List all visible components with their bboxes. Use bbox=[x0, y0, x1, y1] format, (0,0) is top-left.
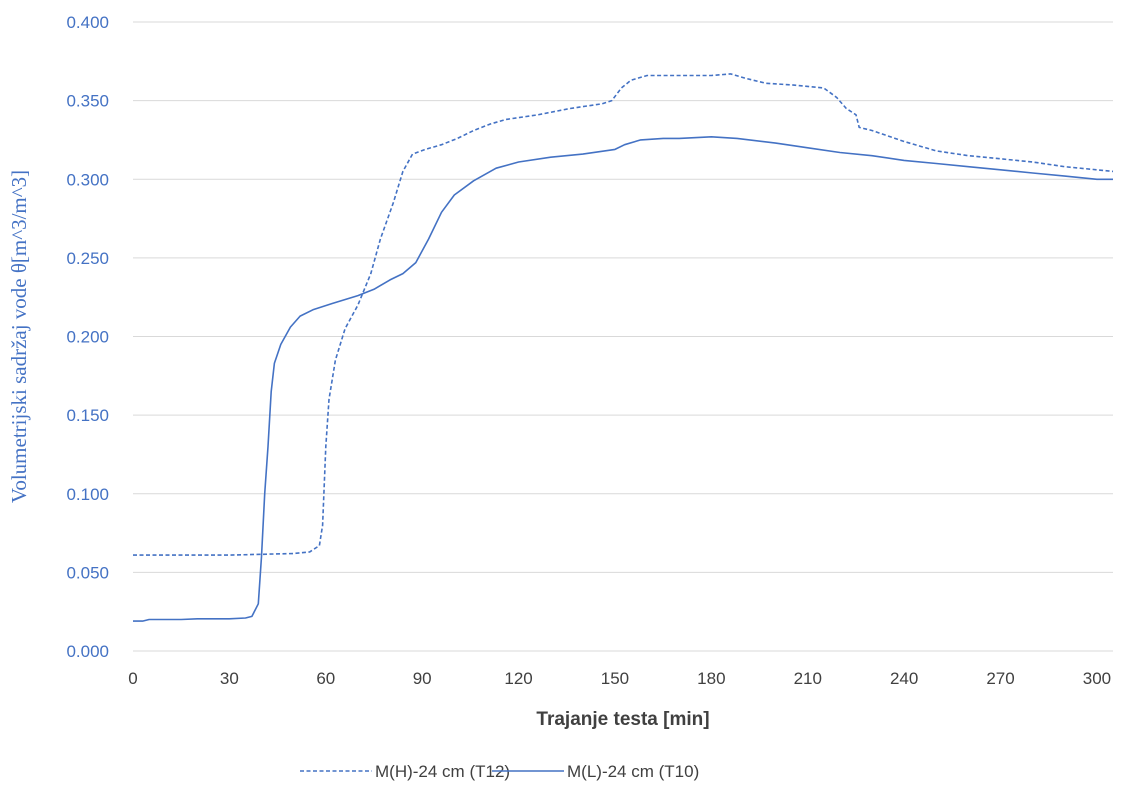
x-tick-label: 270 bbox=[986, 669, 1014, 688]
x-axis-ticks: 0 30 60 90 120 150 180 210 240 270 300 bbox=[128, 669, 1111, 688]
legend-label-1: M(H)-24 cm (T12) bbox=[375, 762, 510, 781]
y-axis-ticks: 0.000 0.050 0.100 0.150 0.200 0.250 0.300 0.350… bbox=[66, 13, 109, 661]
x-axis-label: Trajanje testa [min] bbox=[536, 709, 709, 730]
x-tick-label: 60 bbox=[316, 669, 335, 688]
x-tick-label: 240 bbox=[890, 669, 918, 688]
x-tick-label: 30 bbox=[220, 669, 239, 688]
y-tick-label: 0.400 bbox=[66, 13, 109, 32]
y-tick-label: 0.350 bbox=[66, 92, 109, 111]
x-tick-label: 0 bbox=[128, 669, 137, 688]
y-tick-label: 0.050 bbox=[66, 563, 109, 582]
legend: M(H)-24 cm (T12) M(L)-24 cm (T10) bbox=[300, 762, 699, 781]
x-tick-label: 210 bbox=[794, 669, 822, 688]
y-tick-label: 0.100 bbox=[66, 485, 109, 504]
y-axis-label: Volumetrijski sadržaj vode θ[m^3/m^3] bbox=[7, 170, 31, 503]
legend-label-2: M(L)-24 cm (T10) bbox=[567, 762, 699, 781]
y-tick-label: 0.300 bbox=[66, 170, 109, 189]
x-tick-label: 180 bbox=[697, 669, 725, 688]
series-line-2 bbox=[133, 136, 1113, 622]
grid-lines bbox=[133, 21, 1113, 652]
y-tick-label: 0.250 bbox=[66, 249, 109, 268]
y-tick-label: 0.200 bbox=[66, 328, 109, 347]
x-tick-label: 90 bbox=[413, 669, 432, 688]
series-lines bbox=[133, 73, 1114, 622]
x-tick-label: 150 bbox=[601, 669, 629, 688]
series-line-1 bbox=[133, 73, 1114, 556]
y-tick-label: 0.000 bbox=[66, 642, 109, 661]
y-tick-label: 0.150 bbox=[66, 406, 109, 425]
x-tick-label: 120 bbox=[504, 669, 532, 688]
x-tick-label: 300 bbox=[1083, 669, 1111, 688]
